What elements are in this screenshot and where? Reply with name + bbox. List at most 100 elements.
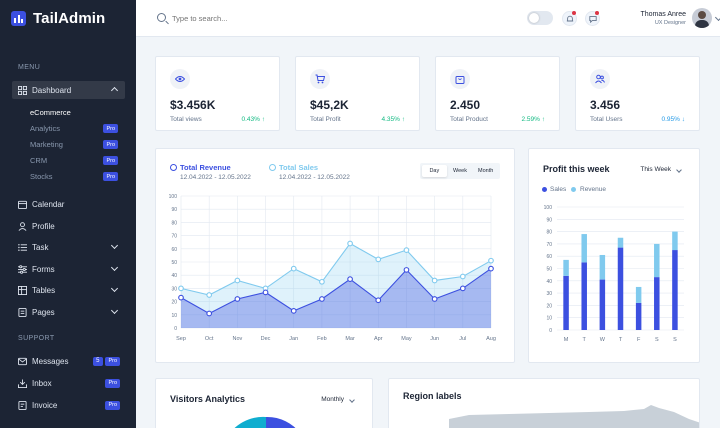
legend-title-revenue: Total Revenue (180, 163, 231, 172)
card-title: Profit this week (543, 164, 610, 174)
messages-button[interactable] (585, 11, 600, 26)
bar (599, 279, 606, 330)
visitors-donut (234, 416, 296, 428)
period-day-button[interactable]: Day (422, 165, 447, 177)
stat-card-profit: $45,2K Total Profit 4.35% ↑ (295, 56, 420, 131)
data-point (290, 307, 297, 314)
sidebar-item-inbox[interactable]: Inbox Pro (12, 374, 125, 392)
data-point (347, 240, 353, 247)
avatar[interactable] (692, 8, 712, 28)
user-name[interactable]: Thomas Anree (640, 11, 686, 18)
bar (581, 262, 587, 330)
legend-dot-sales (269, 164, 276, 171)
data-point (262, 289, 269, 296)
notification-dot (572, 11, 576, 15)
sidebar-sub-ecommerce[interactable]: eCommerce (30, 108, 118, 117)
notification-dot (595, 11, 599, 15)
profit-bar-chart: 0 10 20 30 40 50 60 70 80 90 100 M T W T F S S (544, 205, 684, 343)
chevron-down-icon (110, 241, 119, 250)
pro-badge: Pro (105, 378, 120, 388)
sub-item-label: Stocks (30, 172, 53, 181)
sidebar-item-label: Inbox (32, 378, 52, 388)
data-point (403, 247, 410, 253)
sidebar-item-messages[interactable]: Messages 5 Pro (12, 352, 125, 370)
y-tick-label: 0 (549, 328, 552, 334)
sidebar-item-tables[interactable]: Tables (12, 281, 125, 299)
dark-mode-toggle[interactable] (527, 11, 553, 25)
sidebar-item-calendar[interactable]: Calendar (12, 195, 125, 213)
stat-label: Total Product (450, 116, 488, 123)
x-tick-label: T (583, 337, 587, 343)
x-tick-label: Jul (459, 336, 466, 342)
table-icon (18, 285, 27, 295)
sidebar-sub-stocks[interactable]: Stocks Pro (30, 172, 118, 181)
chevron-down-icon[interactable] (714, 13, 720, 22)
period-month-button[interactable]: Month (478, 168, 494, 174)
y-tick-label: 0 (174, 326, 177, 332)
data-point (375, 256, 382, 263)
y-tick-label: 40 (546, 279, 552, 285)
pro-badge: Pro (103, 172, 118, 181)
sidebar-sub-analytics[interactable]: Analytics Pro (30, 124, 118, 133)
eye-icon (170, 69, 190, 89)
bar (654, 277, 660, 330)
sidebar-item-task[interactable]: Task (12, 238, 125, 256)
sidebar-item-label: Invoice (32, 400, 58, 410)
x-tick-label: W (600, 337, 606, 343)
data-point (347, 276, 353, 283)
sidebar-item-label: Forms (32, 264, 55, 274)
sub-item-label: Analytics (30, 124, 61, 133)
pro-badge: Pro (103, 140, 118, 149)
sidebar-item-forms[interactable]: Forms (12, 260, 125, 278)
legend-range-sales: 12.04.2022 - 12.05.2022 (279, 174, 350, 181)
revenue-area-chart: 0 10 20 30 40 50 60 70 80 90 100 Sep Oct Nov Dec Jan Feb… (169, 194, 496, 342)
sidebar-item-profile[interactable]: Profile (12, 217, 125, 235)
sidebar-sub-crm[interactable]: CRM Pro (30, 156, 118, 165)
count-badge: 5 (92, 356, 103, 366)
sidebar-item-label: Tables (32, 285, 56, 295)
period-selector: Day Week Month (420, 163, 500, 179)
week-dropdown[interactable]: This Week (640, 166, 682, 173)
sidebar-item-invoice[interactable]: Invoice Pro (12, 396, 125, 414)
legend-dot-revenue (170, 164, 177, 171)
bag-icon (450, 69, 470, 89)
data-point (431, 277, 438, 284)
y-tick-label: 20 (171, 300, 177, 306)
x-tick-label: Jan (289, 336, 298, 342)
sidebar-item-dashboard[interactable]: Dashboard (12, 81, 125, 99)
y-tick-label: 60 (546, 254, 552, 260)
stat-change: 4.35% ↑ (381, 116, 406, 123)
data-point (459, 273, 466, 280)
sidebar-sub-marketing[interactable]: Marketing Pro (30, 140, 118, 149)
search-icon[interactable] (157, 13, 166, 22)
y-tick-label: 10 (171, 313, 177, 319)
stat-label: Total views (170, 116, 202, 123)
notification-button[interactable] (562, 11, 577, 26)
y-tick-label: 40 (171, 273, 177, 279)
invoice-icon (18, 400, 27, 410)
brand-title: TailAdmin (33, 10, 106, 27)
monthly-dropdown[interactable]: Monthly (321, 396, 355, 403)
profit-chart-card: Profit this week This Week Sales Revenue… (528, 148, 700, 363)
period-week-button[interactable]: Week (453, 168, 467, 174)
brand[interactable]: TailAdmin (0, 0, 136, 37)
stat-card-views: $3.456K Total views 0.43% ↑ (155, 56, 280, 131)
y-tick-label: 70 (546, 242, 552, 248)
legend-range-revenue: 12.04.2022 - 12.05.2022 (180, 174, 251, 181)
y-tick-label: 10 (546, 316, 552, 322)
sidebar-item-label: Task (32, 242, 49, 252)
stat-change: 2.59% ↑ (521, 116, 546, 123)
bar (599, 254, 606, 280)
search-input[interactable] (172, 11, 352, 25)
inbox-icon (18, 378, 27, 388)
data-point (206, 310, 213, 317)
series-line (180, 268, 492, 315)
x-tick-label: S (655, 337, 659, 343)
bar (635, 286, 642, 303)
bar (617, 237, 624, 248)
y-tick-label: 80 (546, 230, 552, 236)
y-tick-label: 80 (171, 220, 177, 226)
sidebar-item-label: Messages (32, 356, 69, 366)
sidebar-item-pages[interactable]: Pages (12, 303, 125, 321)
logo-icon (11, 11, 26, 26)
